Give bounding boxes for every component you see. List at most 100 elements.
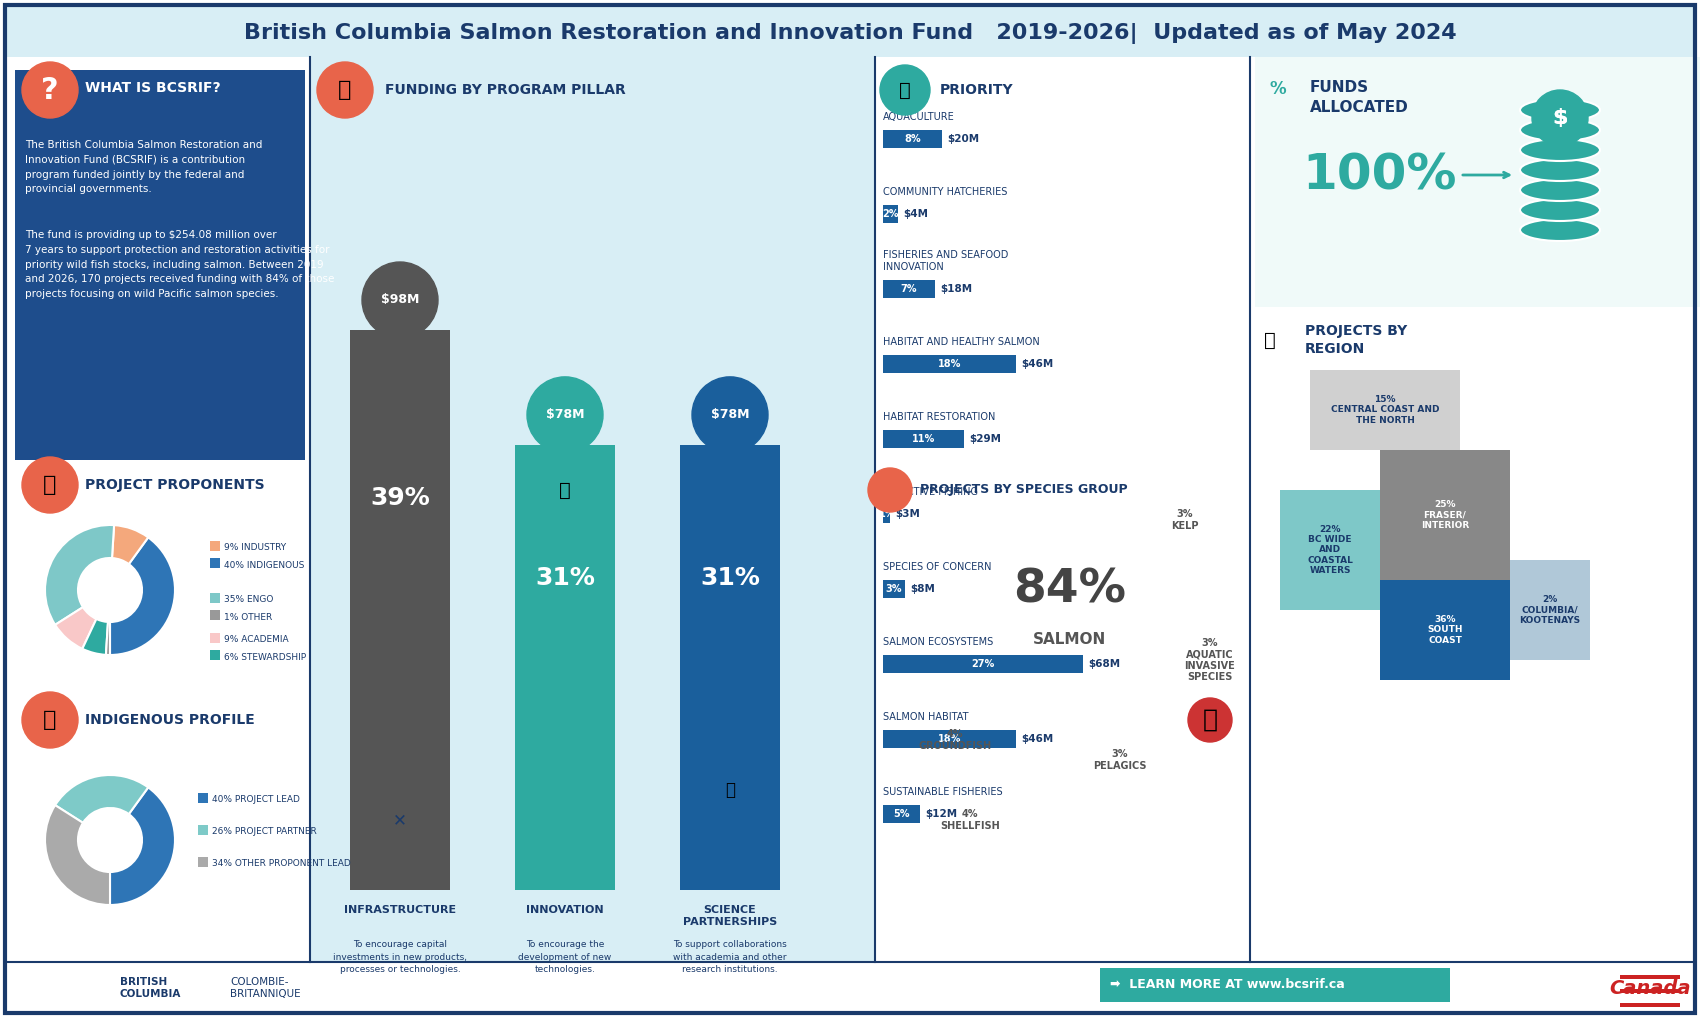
Text: 34% OTHER PROPONENT LEAD: 34% OTHER PROPONENT LEAD (212, 859, 350, 868)
Text: The fund is providing up to $254.08 million over
7 years to support protection a: The fund is providing up to $254.08 mill… (26, 230, 335, 299)
Text: 39%: 39% (371, 486, 430, 510)
Circle shape (22, 692, 78, 748)
FancyBboxPatch shape (1510, 560, 1590, 660)
Text: The British Columbia Salmon Restoration and
Innovation Fund (BCSRIF) is a contri: The British Columbia Salmon Restoration … (26, 140, 262, 194)
Text: To encourage capital
investments in new products,
processes or technologies.: To encourage capital investments in new … (333, 940, 468, 974)
Circle shape (869, 468, 911, 512)
Text: INNOVATION: INNOVATION (527, 905, 604, 915)
Text: 4%
GROUNDFISH: 4% GROUNDFISH (918, 729, 991, 751)
FancyBboxPatch shape (882, 730, 1017, 748)
Text: 🏛: 🏛 (338, 80, 352, 100)
FancyBboxPatch shape (197, 857, 207, 867)
Text: SUSTAINABLE FISHERIES: SUSTAINABLE FISHERIES (882, 787, 1003, 797)
FancyBboxPatch shape (350, 330, 450, 890)
Text: FISHERIES AND SEAFOOD
INNOVATION: FISHERIES AND SEAFOOD INNOVATION (882, 250, 1008, 272)
FancyBboxPatch shape (882, 205, 898, 223)
FancyBboxPatch shape (197, 825, 207, 835)
Circle shape (22, 457, 78, 513)
Text: $: $ (1552, 108, 1567, 128)
Text: ?: ? (41, 75, 60, 105)
FancyBboxPatch shape (882, 505, 891, 523)
Wedge shape (44, 805, 110, 905)
Circle shape (1532, 90, 1588, 146)
Ellipse shape (1520, 199, 1600, 221)
FancyBboxPatch shape (1280, 490, 1380, 610)
Text: 84%: 84% (1013, 567, 1127, 613)
FancyBboxPatch shape (882, 805, 920, 823)
FancyBboxPatch shape (1380, 450, 1510, 580)
Text: 🎯: 🎯 (899, 80, 911, 100)
Text: 4%
SHELLFISH: 4% SHELLFISH (940, 809, 1000, 831)
FancyBboxPatch shape (1620, 982, 1680, 986)
Text: 💡: 💡 (559, 480, 571, 500)
Text: $46M: $46M (1022, 734, 1054, 744)
Text: %: % (1270, 80, 1287, 98)
Circle shape (1188, 698, 1232, 742)
FancyBboxPatch shape (882, 355, 1017, 373)
Text: 1% OTHER: 1% OTHER (224, 613, 272, 622)
Text: BRITISH
COLUMBIA: BRITISH COLUMBIA (121, 977, 182, 999)
Text: $78M: $78M (546, 408, 585, 421)
Text: 9% INDUSTRY: 9% INDUSTRY (224, 544, 286, 553)
Text: 🚫: 🚫 (1202, 708, 1217, 732)
Text: 6% STEWARDSHIP: 6% STEWARDSHIP (224, 653, 306, 662)
Text: To support collaborations
with academia and other
research institutions.: To support collaborations with academia … (673, 940, 787, 974)
Text: $20M: $20M (947, 134, 979, 144)
Text: 3%
PELAGICS: 3% PELAGICS (1093, 749, 1148, 771)
Text: 22%
BC WIDE
AND
COASTAL
WATERS: 22% BC WIDE AND COASTAL WATERS (1307, 524, 1353, 575)
FancyBboxPatch shape (211, 651, 219, 660)
Wedge shape (112, 525, 148, 564)
FancyBboxPatch shape (5, 5, 1695, 57)
Text: HABITAT RESTORATION: HABITAT RESTORATION (882, 412, 996, 422)
FancyBboxPatch shape (1620, 996, 1680, 1000)
FancyBboxPatch shape (1311, 370, 1460, 450)
Text: ➡  LEARN MORE AT www.bcsrif.ca: ➡ LEARN MORE AT www.bcsrif.ca (1110, 978, 1345, 992)
Text: COMMUNITY HATCHERIES: COMMUNITY HATCHERIES (882, 187, 1008, 197)
FancyBboxPatch shape (1100, 968, 1450, 1002)
Circle shape (22, 62, 78, 118)
Text: COLOMBIE-
BRITANNIQUE: COLOMBIE- BRITANNIQUE (230, 977, 301, 999)
Text: SALMON ECOSYSTEMS: SALMON ECOSYSTEMS (882, 637, 993, 647)
FancyBboxPatch shape (211, 593, 219, 603)
Text: PROJECTS BY SPECIES GROUP: PROJECTS BY SPECIES GROUP (920, 484, 1127, 497)
Ellipse shape (1520, 179, 1600, 201)
Text: 3%: 3% (886, 584, 903, 593)
Text: 📍: 📍 (1265, 331, 1277, 349)
Text: 18%: 18% (938, 734, 962, 744)
Text: SCIENCE
PARTNERSHIPS: SCIENCE PARTNERSHIPS (683, 905, 777, 926)
Text: British Columbia Salmon Restoration and Innovation Fund   2019-2026|  Updated as: British Columbia Salmon Restoration and … (243, 22, 1457, 44)
Text: SALMON HABITAT: SALMON HABITAT (882, 712, 969, 722)
Text: 2%
COLUMBIA/
KOOTENAYS: 2% COLUMBIA/ KOOTENAYS (1520, 596, 1581, 625)
Text: 25%
FRASER/
INTERIOR: 25% FRASER/ INTERIOR (1421, 500, 1469, 530)
Text: 35% ENGO: 35% ENGO (224, 596, 274, 605)
FancyBboxPatch shape (882, 130, 942, 148)
FancyBboxPatch shape (197, 793, 207, 803)
Wedge shape (105, 622, 111, 655)
FancyBboxPatch shape (1620, 975, 1680, 979)
Text: 15%
CENTRAL COAST AND
THE NORTH: 15% CENTRAL COAST AND THE NORTH (1331, 395, 1440, 425)
FancyBboxPatch shape (882, 280, 935, 298)
Text: FUNDS
ALLOCATED: FUNDS ALLOCATED (1311, 80, 1409, 115)
FancyBboxPatch shape (211, 610, 219, 620)
Text: 26% PROJECT PARTNER: 26% PROJECT PARTNER (212, 828, 316, 837)
Text: PROJECTS BY
REGION: PROJECTS BY REGION (1306, 324, 1408, 356)
FancyBboxPatch shape (5, 962, 1695, 1013)
Text: 100%: 100% (1302, 151, 1457, 199)
FancyBboxPatch shape (882, 430, 964, 448)
Text: $68M: $68M (1088, 659, 1120, 669)
Text: To encourage the
development of new
technologies.: To encourage the development of new tech… (518, 940, 612, 974)
FancyBboxPatch shape (1380, 580, 1510, 680)
Ellipse shape (1520, 99, 1600, 121)
FancyBboxPatch shape (211, 633, 219, 643)
Text: 1%: 1% (879, 509, 894, 519)
Text: 3%
KELP: 3% KELP (1171, 509, 1198, 530)
Text: $12M: $12M (925, 809, 957, 819)
Text: $: $ (1552, 108, 1567, 128)
FancyBboxPatch shape (1255, 57, 1700, 307)
Ellipse shape (1520, 139, 1600, 161)
Text: $4M: $4M (903, 209, 928, 219)
Text: 🪶: 🪶 (42, 710, 56, 730)
FancyBboxPatch shape (1620, 1003, 1680, 1007)
Text: $8M: $8M (910, 584, 935, 593)
Circle shape (316, 62, 372, 118)
